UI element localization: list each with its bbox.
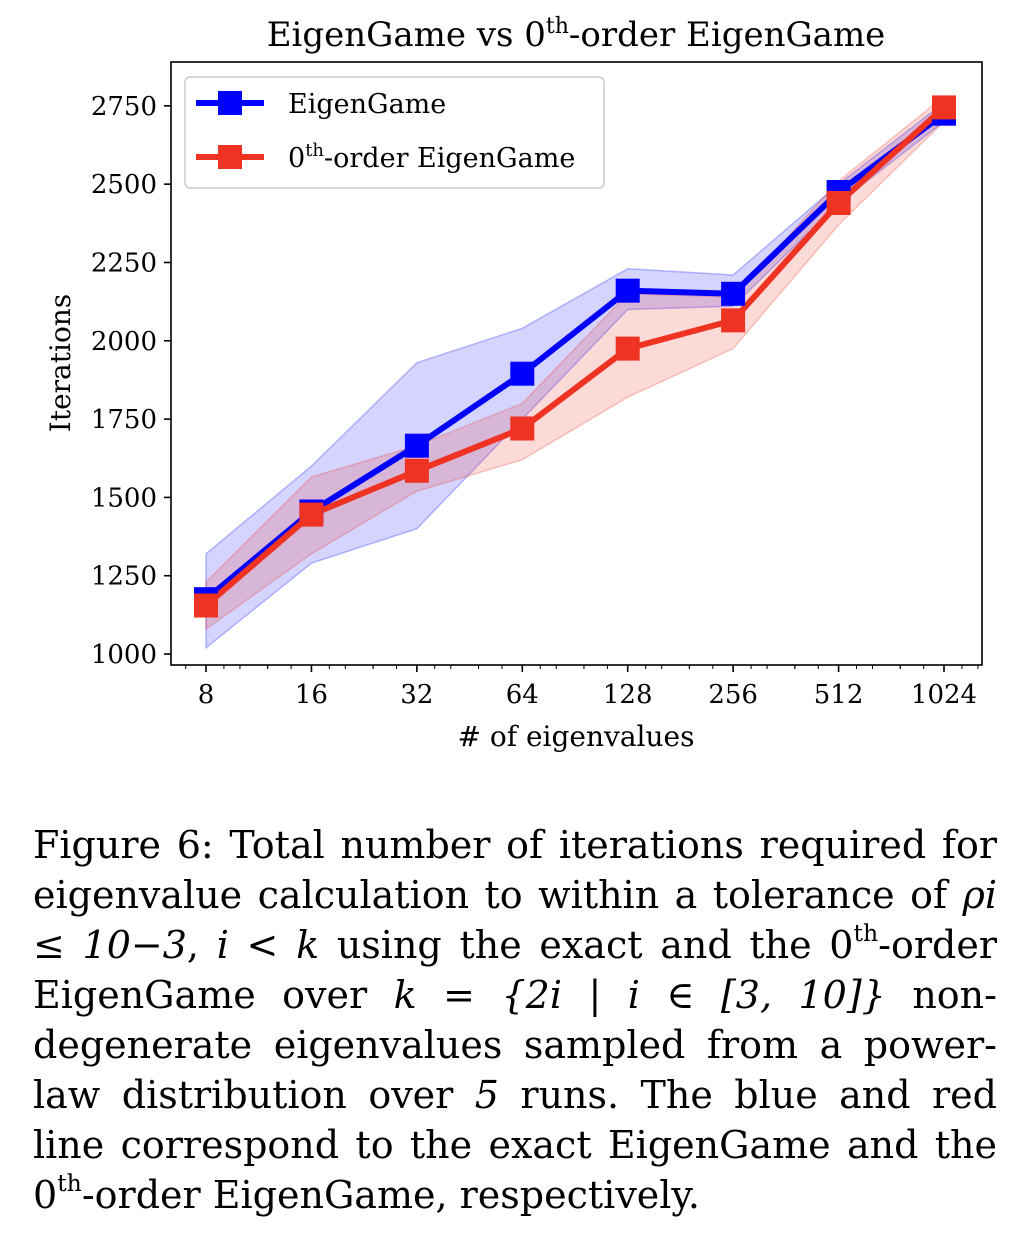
marker-eigengame-256	[721, 281, 746, 306]
legend-marker-eigengame	[218, 91, 242, 115]
legend-label-zeroth-order: 0th-order EigenGame	[288, 140, 575, 174]
caption-math-runs: 5	[474, 1073, 499, 1117]
marker-zeroth-order-16	[299, 502, 324, 527]
marker-eigengame-32	[404, 433, 429, 458]
x-tick-label-128: 128	[603, 680, 653, 710]
x-tick-label-64: 64	[506, 680, 539, 710]
y-tick-label-2750: 2750	[91, 92, 157, 122]
marker-zeroth-order-128	[615, 336, 640, 361]
chart-title: EigenGame vs 0th-order EigenGame	[267, 14, 886, 55]
y-tick-label-1750: 1750	[91, 405, 157, 435]
y-axis-label: Iterations	[44, 294, 77, 432]
marker-eigengame-64	[510, 361, 535, 386]
legend-label-eigengame: EigenGame	[288, 89, 446, 120]
y-tick-label-1250: 1250	[91, 562, 157, 592]
figure-caption: Figure 6: Total number of iterations req…	[33, 823, 997, 1217]
y-axis: 1000 1250 1500 1750 2000 2250 2500 2750	[91, 92, 171, 670]
marker-zeroth-order-8	[194, 593, 218, 618]
y-tick-label-1000: 1000	[91, 640, 157, 670]
marker-zeroth-order-32	[404, 458, 429, 483]
chart: EigenGame vs 0th-order EigenGame 1000 125…	[44, 14, 983, 753]
x-axis: 8 16 32 64 128 256 512 1024	[185, 665, 979, 710]
caption-math-tolerance: ρi ≤ 10−3	[33, 873, 997, 967]
x-tick-label-16: 16	[295, 680, 328, 710]
plot-frame	[170, 61, 983, 666]
x-tick-label-256: 256	[708, 680, 758, 710]
y-tick-label-2250: 2250	[91, 248, 157, 278]
legend-marker-zeroth-order	[218, 145, 242, 169]
marker-zeroth-order-256	[721, 308, 746, 333]
y-tick-label-1500: 1500	[91, 483, 157, 513]
series-lines	[204, 105, 947, 608]
series-markers	[194, 95, 956, 618]
marker-zeroth-order-64	[510, 416, 535, 441]
marker-eigengame-128	[615, 278, 640, 303]
legend: EigenGame 0th-order EigenGame	[184, 76, 605, 189]
line-zeroth-order	[204, 105, 947, 608]
y-tick-label-2500: 2500	[91, 170, 157, 200]
y-tick-label-2000: 2000	[91, 327, 157, 357]
marker-zeroth-order-512	[826, 191, 851, 215]
x-axis-label: # of eigenvalues	[458, 720, 695, 753]
x-tick-label-512: 512	[814, 680, 864, 710]
x-tick-label-1024: 1024	[911, 680, 977, 710]
marker-zeroth-order-1024	[932, 95, 956, 120]
line-eigengame	[204, 111, 946, 602]
caption-math-set: k = {2i | i ∈ [3, 10]}	[393, 973, 886, 1017]
legend-box	[184, 76, 605, 189]
x-tick-label-32: 32	[400, 680, 433, 710]
x-tick-label-8: 8	[198, 680, 215, 710]
caption-math-index: i < k	[216, 923, 320, 967]
